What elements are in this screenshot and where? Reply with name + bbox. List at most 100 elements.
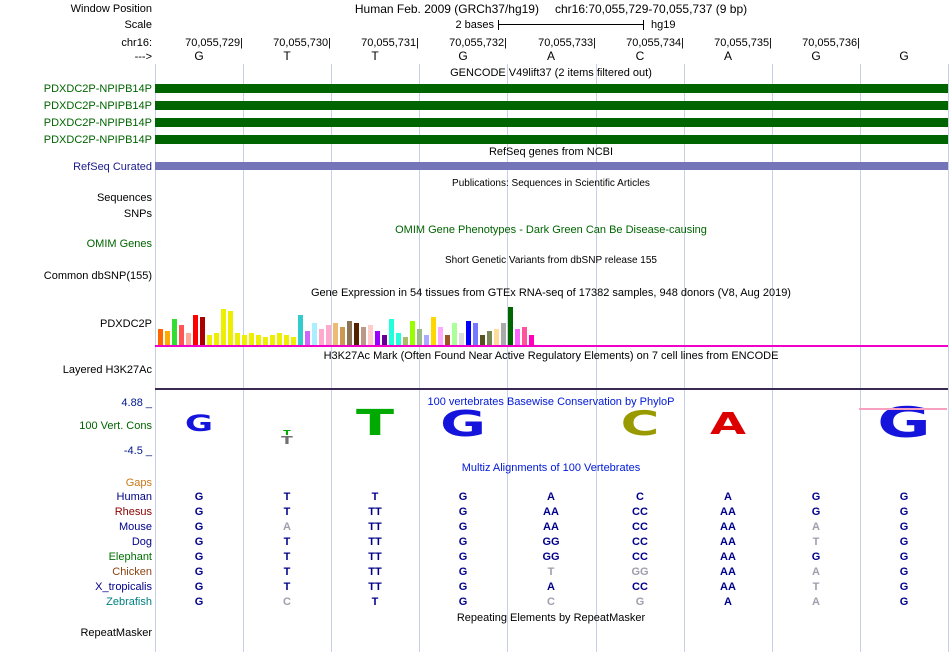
species-label[interactable]: Mouse bbox=[118, 521, 152, 533]
aligned-base: TT bbox=[368, 551, 382, 563]
gencode-gene-bar[interactable] bbox=[155, 135, 948, 144]
aligned-base: CC bbox=[632, 506, 648, 518]
gtex-tissue-bar[interactable] bbox=[480, 335, 485, 345]
dbsnp-track-title[interactable]: Short Genetic Variants from dbSNP releas… bbox=[445, 255, 657, 266]
omim-track-title[interactable]: OMIM Gene Phenotypes - Dark Green Can Be… bbox=[395, 224, 707, 236]
publications-sequences-label[interactable]: Sequences bbox=[96, 192, 152, 204]
scale-assembly-text: hg19 bbox=[651, 19, 676, 31]
species-label[interactable]: Chicken bbox=[112, 566, 152, 578]
gtex-tissue-bar[interactable] bbox=[235, 333, 240, 345]
repeatmasker-track-title[interactable]: Repeating Elements by RepeatMasker bbox=[456, 612, 646, 624]
publications-snps-label[interactable]: SNPs bbox=[123, 208, 152, 220]
aligned-base: G bbox=[458, 491, 468, 503]
aligned-base: TT bbox=[368, 581, 382, 593]
gtex-tissue-bar[interactable] bbox=[354, 323, 359, 345]
gtex-tissue-bar[interactable] bbox=[249, 333, 254, 345]
gencode-gene-bar[interactable] bbox=[155, 84, 948, 93]
gencode-gene-bar[interactable] bbox=[155, 118, 948, 127]
gtex-tissue-bar[interactable] bbox=[473, 323, 478, 345]
gencode-item-label[interactable]: PDXDC2P-NPIPB14P bbox=[43, 117, 152, 129]
gtex-tissue-bar[interactable] bbox=[417, 329, 422, 345]
multiz-gaps-label: Gaps bbox=[125, 477, 152, 489]
gtex-tissue-bar[interactable] bbox=[347, 321, 352, 345]
gtex-tissue-bar[interactable] bbox=[382, 335, 387, 345]
gtex-tissue-bar[interactable] bbox=[501, 323, 506, 345]
gencode-item-label[interactable]: PDXDC2P-NPIPB14P bbox=[43, 83, 152, 95]
gtex-tissue-bar[interactable] bbox=[158, 329, 163, 345]
gtex-tissue-bar[interactable] bbox=[193, 315, 198, 345]
gtex-tissue-bar[interactable] bbox=[515, 329, 520, 345]
species-label[interactable]: Rhesus bbox=[114, 506, 152, 518]
gtex-tissue-bar[interactable] bbox=[340, 327, 345, 345]
species-label[interactable]: Zebrafish bbox=[106, 596, 152, 608]
refseq-curated-label[interactable]: RefSeq Curated bbox=[73, 161, 152, 173]
gtex-tissue-bar[interactable] bbox=[312, 323, 317, 345]
gtex-tissue-bar[interactable] bbox=[438, 327, 443, 345]
gtex-tissue-bar[interactable] bbox=[284, 335, 289, 345]
gtex-tissue-bar[interactable] bbox=[207, 335, 212, 345]
layered-h3k27ac-label[interactable]: Layered H3K27Ac bbox=[62, 364, 152, 376]
species-label[interactable]: Elephant bbox=[108, 551, 152, 563]
gtex-tissue-bar[interactable] bbox=[172, 319, 177, 345]
gtex-tissue-bar[interactable] bbox=[389, 319, 394, 345]
gtex-tissue-bar[interactable] bbox=[298, 315, 303, 345]
gtex-tissue-bar[interactable] bbox=[361, 327, 366, 345]
common-dbsnp-label[interactable]: Common dbSNP(155) bbox=[43, 270, 152, 282]
multiz-track-title[interactable]: Multiz Alignments of 100 Vertebrates bbox=[461, 462, 641, 474]
gtex-gene-label[interactable]: PDXDC2P bbox=[100, 318, 152, 330]
gencode-item-label[interactable]: PDXDC2P-NPIPB14P bbox=[43, 134, 152, 146]
gencode-item-label[interactable]: PDXDC2P-NPIPB14P bbox=[43, 100, 152, 112]
gtex-tissue-bar[interactable] bbox=[179, 325, 184, 345]
gtex-tissue-bar[interactable] bbox=[263, 337, 268, 345]
gtex-tissue-bar[interactable] bbox=[452, 323, 457, 345]
gtex-tissue-bar[interactable] bbox=[256, 335, 261, 345]
refseq-gene-bar[interactable] bbox=[155, 162, 948, 170]
gtex-tissue-bar[interactable] bbox=[333, 323, 338, 345]
ruler-position-label: 70,055,736| bbox=[802, 37, 860, 49]
gtex-tissue-bar[interactable] bbox=[270, 335, 275, 345]
gtex-tissue-bar[interactable] bbox=[326, 325, 331, 345]
species-label[interactable]: X_tropicalis bbox=[95, 581, 152, 593]
gtex-tissue-bar[interactable] bbox=[368, 325, 373, 345]
gtex-tissue-bar[interactable] bbox=[291, 337, 296, 345]
gtex-tissue-bar[interactable] bbox=[396, 333, 401, 345]
gtex-tissue-bar[interactable] bbox=[228, 311, 233, 345]
aligned-base: G bbox=[899, 551, 909, 563]
gtex-tissue-bar[interactable] bbox=[200, 317, 205, 345]
refseq-track-title[interactable]: RefSeq genes from NCBI bbox=[488, 146, 614, 158]
gencode-track-title[interactable]: GENCODE V49lift37 (2 items filtered out) bbox=[450, 67, 652, 79]
gtex-track-title[interactable]: Gene Expression in 54 tissues from GTEx … bbox=[311, 287, 791, 299]
phylop-track-title[interactable]: 100 vertebrates Basewise Conservation by… bbox=[427, 396, 675, 408]
gtex-tissue-bar[interactable] bbox=[375, 331, 380, 345]
gtex-tissue-bar[interactable] bbox=[242, 335, 247, 345]
strand-direction-label[interactable]: ---> bbox=[134, 51, 152, 63]
species-label[interactable]: Dog bbox=[131, 536, 152, 548]
gtex-tissue-bar[interactable] bbox=[424, 335, 429, 345]
gtex-tissue-bar[interactable] bbox=[522, 327, 527, 345]
gtex-tissue-bar[interactable] bbox=[165, 331, 170, 345]
gtex-tissue-bar[interactable] bbox=[319, 329, 324, 345]
gtex-tissue-bar[interactable] bbox=[403, 337, 408, 345]
gtex-tissue-bar[interactable] bbox=[410, 321, 415, 345]
gtex-tissue-bar[interactable] bbox=[214, 333, 219, 345]
species-label[interactable]: Human bbox=[116, 491, 152, 503]
gtex-tissue-bar[interactable] bbox=[277, 333, 282, 345]
conservation-track-label[interactable]: 100 Vert. Cons bbox=[79, 420, 152, 432]
h3k27ac-track-title[interactable]: H3K27Ac Mark (Often Found Near Active Re… bbox=[323, 350, 779, 362]
gtex-tissue-bar[interactable] bbox=[221, 309, 226, 345]
omim-genes-label[interactable]: OMIM Genes bbox=[86, 238, 152, 250]
gtex-tissue-bar[interactable] bbox=[466, 321, 471, 345]
gtex-tissue-bar[interactable] bbox=[459, 333, 464, 345]
repeatmasker-label[interactable]: RepeatMasker bbox=[80, 627, 152, 639]
gtex-tissue-bar[interactable] bbox=[186, 333, 191, 345]
publications-track-title[interactable]: Publications: Sequences in Scientific Ar… bbox=[452, 178, 650, 189]
gtex-tissue-bar[interactable] bbox=[508, 307, 513, 345]
gtex-tissue-bar[interactable] bbox=[445, 335, 450, 345]
gencode-gene-bar[interactable] bbox=[155, 101, 948, 110]
gtex-tissue-bar[interactable] bbox=[494, 329, 499, 345]
gtex-tissue-bar[interactable] bbox=[305, 331, 310, 345]
gtex-tissue-bar[interactable] bbox=[487, 331, 492, 345]
aligned-base: T bbox=[283, 536, 291, 548]
gtex-tissue-bar[interactable] bbox=[431, 317, 436, 345]
gtex-tissue-bar[interactable] bbox=[529, 335, 534, 345]
